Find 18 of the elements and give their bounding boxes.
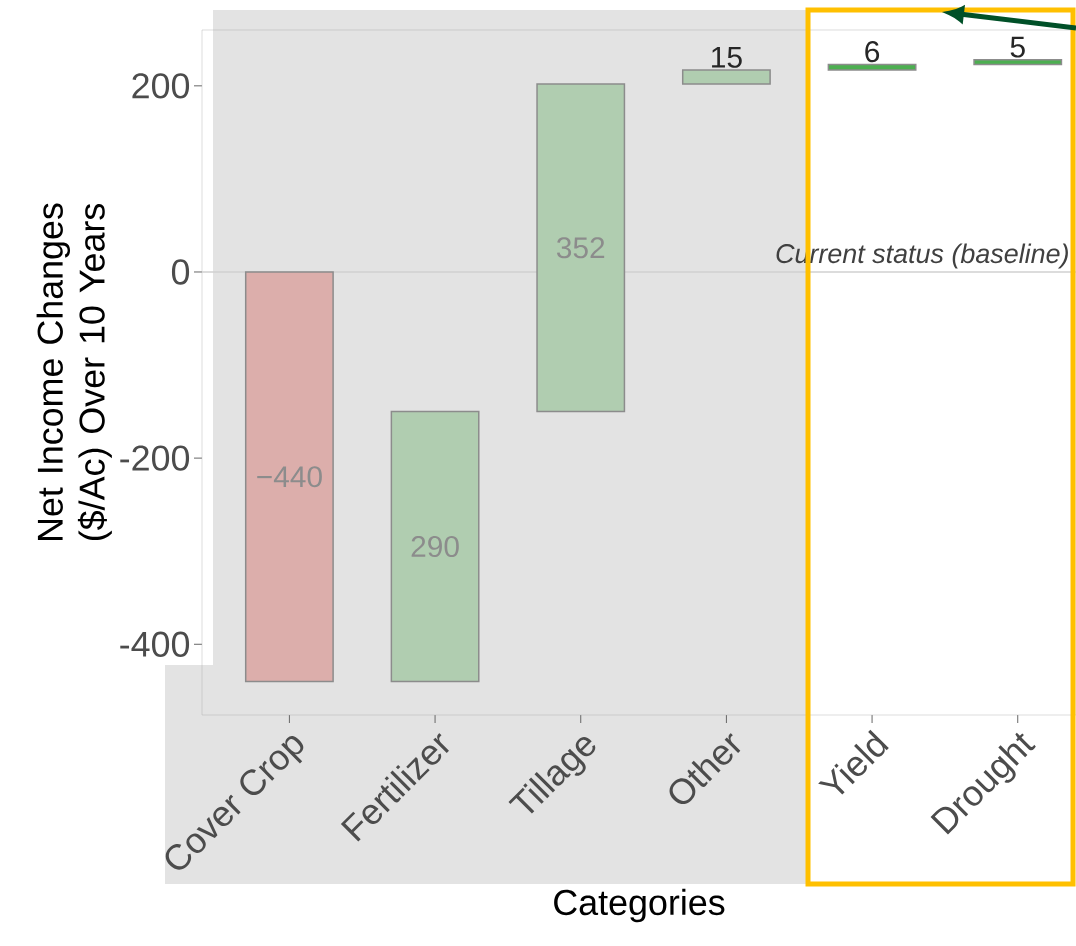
data-label: −440 (257, 466, 322, 488)
bar (827, 63, 917, 71)
bar (244, 271, 334, 683)
data-label: 15 (712, 46, 742, 68)
y-tick-label: 0 (171, 259, 190, 285)
bar (681, 69, 771, 85)
data-label: 290 (411, 535, 459, 558)
x-axis-title: Categories (554, 888, 725, 923)
y-tick-label: -200 (120, 445, 190, 471)
data-label: 352 (556, 237, 605, 259)
y-axis-title: Net Income Changes ($/Ac) Over 10 Years (36, 203, 112, 541)
y-tick-label: 200 (132, 73, 190, 99)
bar (973, 59, 1063, 66)
data-label: 6 (865, 41, 880, 63)
y-tick-label: -400 (120, 631, 190, 657)
bar (536, 83, 626, 413)
data-label: 5 (1010, 36, 1025, 58)
bar (390, 410, 480, 683)
